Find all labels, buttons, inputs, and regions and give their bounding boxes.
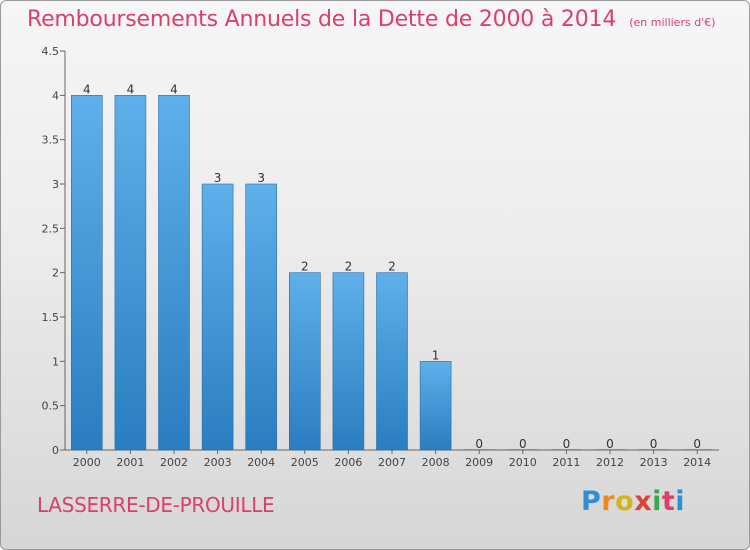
x-tick-label: 2013 (640, 456, 668, 469)
y-tick-label: 3 (52, 178, 59, 191)
brand-letter: P (581, 486, 602, 517)
y-tick-label: 0.5 (42, 400, 60, 413)
x-tick-label: 2012 (596, 456, 624, 469)
bar (419, 361, 452, 451)
y-tick-label: 4 (52, 89, 59, 102)
x-tick-label: 2002 (160, 456, 188, 469)
x-tick-label: 2008 (422, 456, 450, 469)
bar (332, 272, 365, 451)
data-label: 4 (170, 82, 178, 96)
data-label: 2 (345, 260, 353, 274)
bar (71, 95, 103, 451)
data-label: 0 (606, 437, 614, 451)
x-tick-label: 2007 (378, 456, 406, 469)
bar (201, 183, 234, 451)
y-tick-label: 0 (52, 444, 59, 457)
data-label: 2 (388, 260, 396, 274)
data-label: 0 (475, 437, 483, 451)
y-tick-label: 4.5 (42, 45, 60, 58)
data-label: 3 (214, 171, 222, 185)
bar (158, 95, 190, 451)
data-label: 2 (301, 260, 309, 274)
y-tick-label: 3.5 (42, 134, 60, 147)
x-tick-label: 2005 (291, 456, 319, 469)
data-label: 0 (650, 437, 658, 451)
brand-letter: o (615, 486, 635, 517)
x-tick-label: 2011 (552, 456, 580, 469)
chart-title: Remboursements Annuels de la Dette de 20… (27, 7, 617, 32)
x-tick-label: 2006 (334, 456, 362, 469)
brand-letter: i (675, 486, 686, 517)
x-tick-label: 2001 (116, 456, 144, 469)
x-tick-label: 2003 (204, 456, 232, 469)
chart-subtitle: (en milliers d'€) (629, 16, 716, 29)
y-tick-label: 1.5 (42, 311, 60, 324)
brand-letter: i (652, 486, 662, 517)
brand-letter: r (601, 486, 616, 517)
data-label: 4 (83, 82, 91, 96)
x-tick-label: 2000 (73, 456, 101, 469)
bar (245, 183, 277, 451)
data-label: 1 (432, 348, 440, 362)
brand-letter: x (634, 486, 653, 517)
data-label: 0 (563, 437, 571, 451)
chart-title-block: Remboursements Annuels de la Dette de 20… (27, 7, 716, 32)
y-tick-label: 2.5 (42, 222, 60, 235)
bar (288, 272, 321, 451)
commune-name: LASSERRE-DE-PROUILLE (37, 493, 275, 517)
x-tick-label: 2009 (465, 456, 493, 469)
bar (376, 272, 408, 451)
brand-letter: t (661, 486, 676, 517)
bar (114, 95, 147, 451)
y-tick-label: 1 (52, 355, 59, 368)
x-tick-label: 2004 (247, 456, 275, 469)
x-tick-label: 2014 (683, 456, 711, 469)
data-label: 3 (257, 171, 265, 185)
x-tick-label: 2010 (509, 456, 537, 469)
proxiti-logo: Proxiti (581, 486, 685, 517)
data-label: 0 (693, 437, 701, 451)
data-label: 0 (519, 437, 527, 451)
y-tick-label: 2 (52, 267, 59, 280)
data-label: 4 (127, 82, 135, 96)
